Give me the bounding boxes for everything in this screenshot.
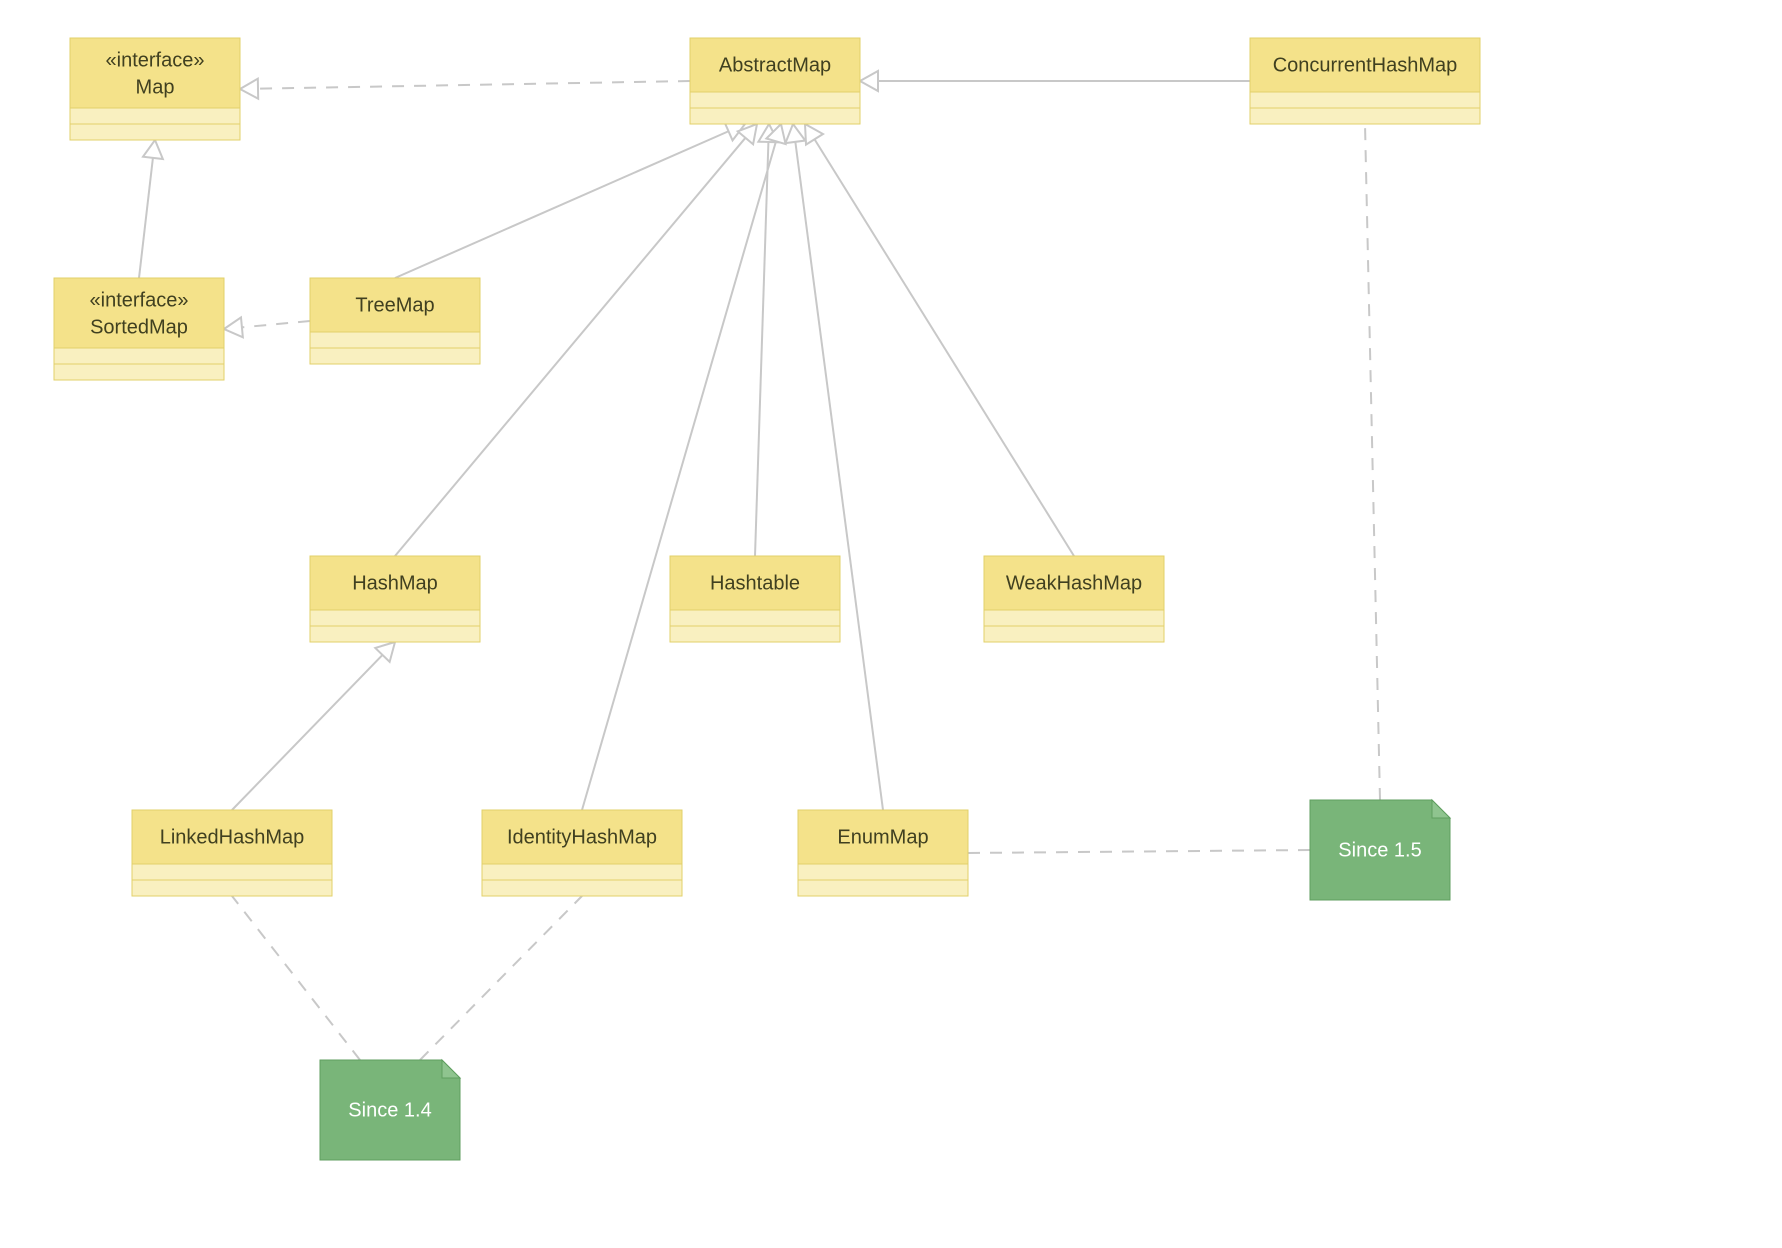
note-label: Since 1.5 xyxy=(1338,839,1421,861)
class-sortedmap: «interface» SortedMap xyxy=(54,278,224,380)
class-hashtable: Hashtable xyxy=(670,556,840,642)
stereotype-label: «interface» xyxy=(106,49,205,71)
class-hashmap: HashMap xyxy=(310,556,480,642)
uml-class-diagram: «interface» Map AbstractMap ConcurrentHashM… xyxy=(0,0,1782,1248)
class-label: SortedMap xyxy=(90,317,188,339)
class-label: EnumMap xyxy=(837,826,928,848)
class-weakhashmap: WeakHashMap xyxy=(984,556,1164,642)
class-label: ConcurrentHashMap xyxy=(1273,54,1458,76)
class-label: AbstractMap xyxy=(719,54,831,76)
class-label: WeakHashMap xyxy=(1006,572,1142,594)
class-linkedhm: LinkedHashMap xyxy=(132,810,332,896)
note-label: Since 1.4 xyxy=(348,1099,431,1121)
class-treemap: TreeMap xyxy=(310,278,480,364)
class-concurrent: ConcurrentHashMap xyxy=(1250,38,1480,124)
class-label: TreeMap xyxy=(355,294,434,316)
class-label: LinkedHashMap xyxy=(160,826,305,848)
class-label: HashMap xyxy=(352,572,438,594)
note-note14: Since 1.4 xyxy=(320,1060,460,1160)
class-label: Hashtable xyxy=(710,572,800,594)
class-label: Map xyxy=(136,77,175,99)
class-abstractmap: AbstractMap xyxy=(690,38,860,124)
class-map: «interface» Map xyxy=(70,38,240,140)
class-enummap: EnumMap xyxy=(798,810,968,896)
note-note15: Since 1.5 xyxy=(1310,800,1450,900)
stereotype-label: «interface» xyxy=(90,289,189,311)
class-identityhm: IdentityHashMap xyxy=(482,810,682,896)
class-label: IdentityHashMap xyxy=(507,826,657,848)
